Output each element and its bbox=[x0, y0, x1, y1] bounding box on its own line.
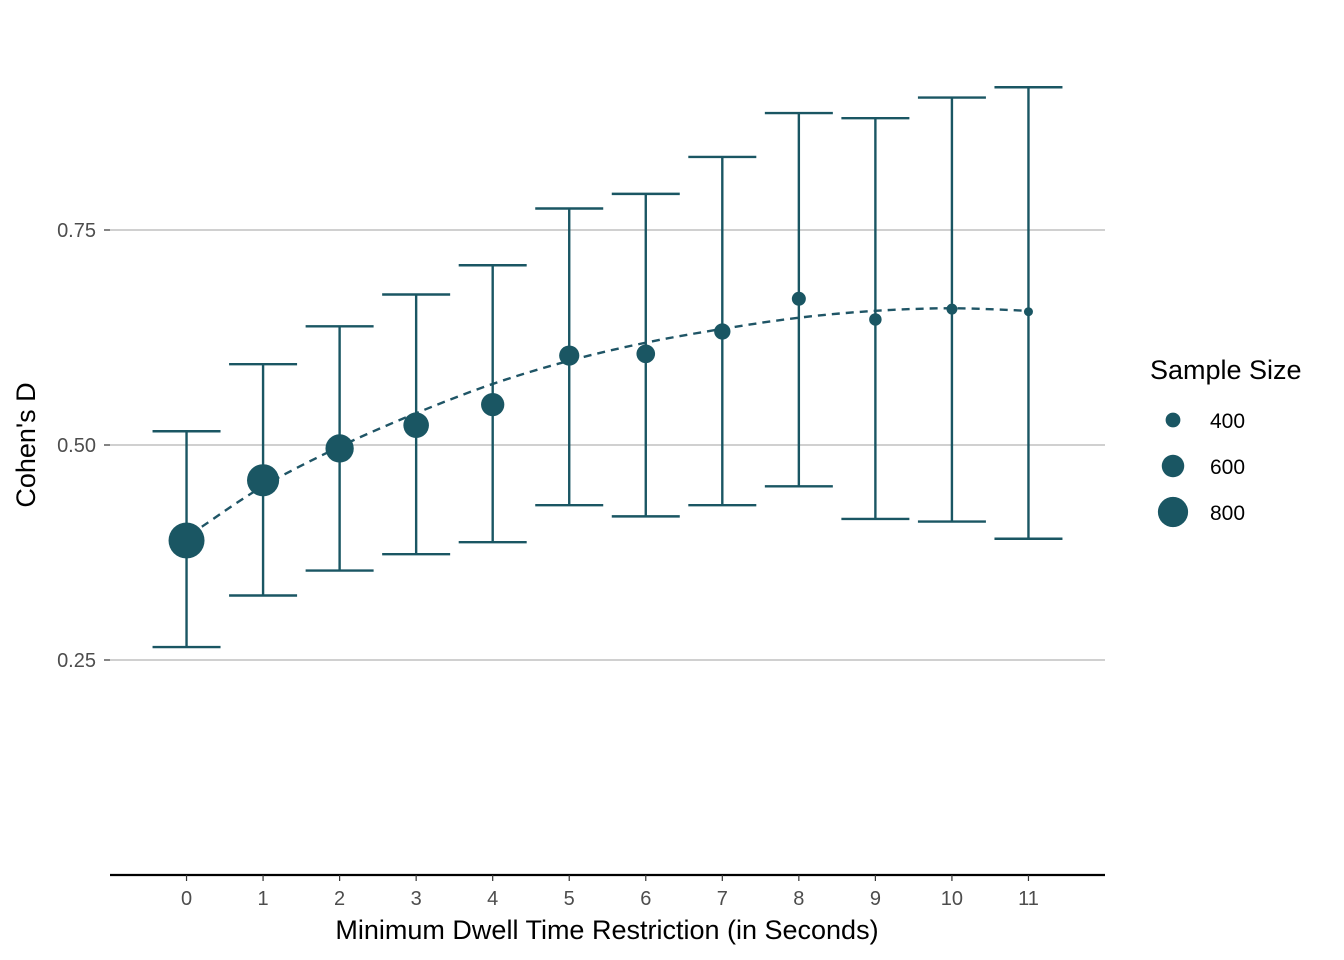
legend-key bbox=[1161, 454, 1185, 478]
data-point bbox=[168, 522, 205, 559]
x-tick-label: 5 bbox=[564, 888, 575, 910]
x-tick-label: 4 bbox=[487, 888, 498, 910]
axis-layer: 0.25 0.50 0.75 0 1 2 3 4 5 6 7 8 9 10 11 bbox=[57, 220, 1105, 910]
legend-label: 400 bbox=[1210, 410, 1245, 433]
point-layer bbox=[168, 291, 1033, 559]
x-tick-label: 0 bbox=[181, 888, 192, 910]
y-tick-label: 0.25 bbox=[57, 650, 96, 672]
data-point bbox=[636, 344, 656, 364]
data-point bbox=[869, 313, 882, 326]
legend-key bbox=[1157, 496, 1189, 528]
legend-key bbox=[1165, 412, 1181, 428]
data-point bbox=[247, 464, 280, 497]
legend-label: 800 bbox=[1210, 502, 1245, 525]
x-tick-label: 11 bbox=[1018, 888, 1039, 910]
data-point bbox=[559, 345, 580, 366]
x-tick-label: 8 bbox=[793, 888, 804, 910]
x-tick-label: 3 bbox=[411, 888, 422, 910]
y-tick-label: 0.75 bbox=[57, 220, 96, 242]
data-point bbox=[481, 392, 505, 417]
data-point bbox=[791, 291, 806, 306]
trend-line bbox=[201, 307, 1029, 528]
grid-layer bbox=[110, 229, 1105, 661]
y-axis-title: Cohen's D bbox=[11, 382, 41, 507]
data-point bbox=[1023, 307, 1033, 317]
y-tick-label: 0.50 bbox=[57, 435, 96, 457]
x-tick-label: 9 bbox=[870, 888, 881, 910]
x-tick-label: 10 bbox=[941, 888, 963, 910]
trend-layer bbox=[201, 307, 1029, 528]
data-point bbox=[714, 323, 731, 340]
data-point bbox=[403, 412, 429, 439]
data-point bbox=[325, 434, 354, 463]
x-tick-label: 7 bbox=[717, 888, 728, 910]
x-tick-label: 2 bbox=[334, 888, 345, 910]
x-tick-label: 6 bbox=[640, 888, 651, 910]
legend-title: Sample Size bbox=[1150, 355, 1302, 385]
x-axis-title: Minimum Dwell Time Restriction (in Secon… bbox=[335, 915, 878, 945]
legend-label: 600 bbox=[1210, 456, 1245, 479]
legend: Sample Size 400 600 800 bbox=[1150, 355, 1302, 528]
x-tick-label: 1 bbox=[258, 888, 269, 910]
data-point bbox=[946, 303, 958, 315]
errorbar-layer bbox=[152, 86, 1063, 649]
